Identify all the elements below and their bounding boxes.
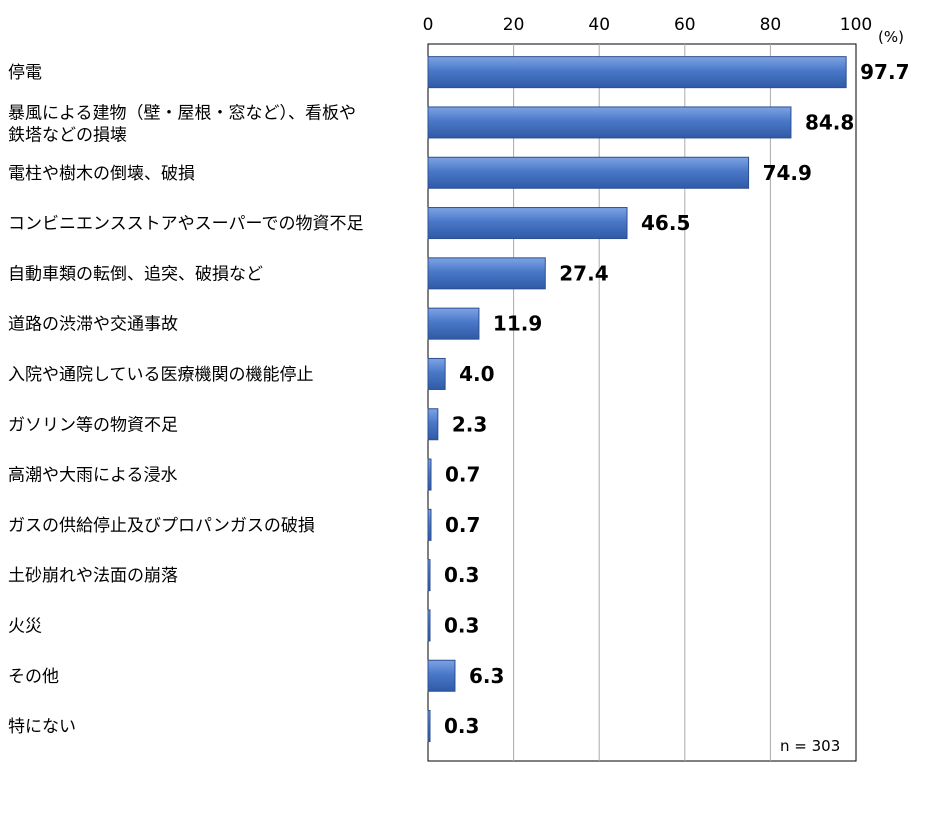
category-label: 入院や通院している医療機関の機能停止 [8, 365, 314, 385]
unit-label: (%) [878, 28, 904, 46]
category-label: ガスの供給停止及びプロパンガスの破損 [8, 516, 315, 536]
category-label-line: 電柱や樹木の倒壊、破損 [8, 164, 195, 184]
x-tick-label: 0 [423, 15, 434, 35]
category-label: 暴風による建物（壁・屋根・窓など）、看板や鉄塔などの損壊 [8, 103, 356, 145]
category-label: 土砂崩れや法面の崩落 [8, 566, 178, 586]
x-tick-label: 60 [674, 15, 696, 35]
category-label: コンビニエンスストアやスーパーでの物資不足 [8, 214, 363, 234]
value-label: 0.3 [444, 613, 479, 637]
category-label-line: 土砂崩れや法面の崩落 [8, 566, 178, 586]
category-label: 特にない [8, 717, 76, 737]
value-label: 74.9 [763, 161, 812, 185]
category-label-line: コンビニエンスストアやスーパーでの物資不足 [8, 214, 363, 234]
category-label-line: 暴風による建物（壁・屋根・窓など）、看板や [8, 103, 356, 123]
category-label: ガソリン等の物資不足 [8, 415, 178, 435]
category-label: 道路の渋滞や交通事故 [8, 315, 178, 335]
category-label: その他 [8, 667, 59, 687]
value-label: 0.7 [445, 513, 480, 537]
value-label: 0.3 [444, 563, 479, 587]
category-label: 火災 [8, 616, 42, 636]
category-label-line: 高潮や大雨による浸水 [8, 466, 178, 486]
category-label-line: 鉄塔などの損壊 [8, 125, 127, 145]
sample-size-note: n = 303 [780, 737, 840, 755]
plot-area [427, 43, 857, 762]
category-label-line: その他 [8, 667, 59, 687]
category-label-line: 入院や通院している医療機関の機能停止 [8, 365, 314, 385]
category-label-line: 自動車類の転倒、追突、破損など [8, 264, 263, 284]
category-label: 電柱や樹木の倒壊、破損 [8, 164, 195, 184]
bar [427, 659, 456, 692]
x-tick-label: 100 [840, 15, 872, 35]
bar [427, 559, 431, 592]
bar [427, 56, 847, 89]
bar [427, 156, 750, 189]
bar [427, 357, 446, 390]
x-tick-label: 40 [588, 15, 610, 35]
value-label: 4.0 [459, 362, 494, 386]
category-label: 自動車類の転倒、追突、破損など [8, 264, 263, 284]
x-tick-label: 80 [760, 15, 782, 35]
value-label: 2.3 [452, 412, 487, 436]
value-label: 6.3 [469, 664, 504, 688]
bar [427, 257, 546, 290]
bar [427, 609, 431, 642]
value-label: 0.3 [444, 714, 479, 738]
bar [427, 408, 439, 441]
bar [427, 207, 628, 240]
category-label: 停電 [8, 63, 42, 83]
value-label: 27.4 [559, 261, 608, 285]
bar [427, 307, 480, 340]
category-label-line: 火災 [8, 616, 42, 636]
bar [427, 106, 792, 139]
category-label-line: 道路の渋滞や交通事故 [8, 315, 178, 335]
value-label: 97.7 [860, 60, 909, 84]
category-label-line: ガスの供給停止及びプロパンガスの破損 [8, 516, 315, 536]
category-label-line: 特にない [8, 717, 76, 737]
category-label: 高潮や大雨による浸水 [8, 466, 178, 486]
bar [427, 508, 432, 541]
bar [427, 458, 432, 491]
bar [427, 710, 431, 743]
category-label-line: 停電 [8, 63, 42, 83]
category-label-line: ガソリン等の物資不足 [8, 415, 178, 435]
value-label: 11.9 [493, 312, 542, 336]
x-tick-label: 20 [503, 15, 525, 35]
value-label: 84.8 [805, 110, 854, 134]
value-label: 0.7 [445, 463, 480, 487]
value-label: 46.5 [641, 211, 690, 235]
